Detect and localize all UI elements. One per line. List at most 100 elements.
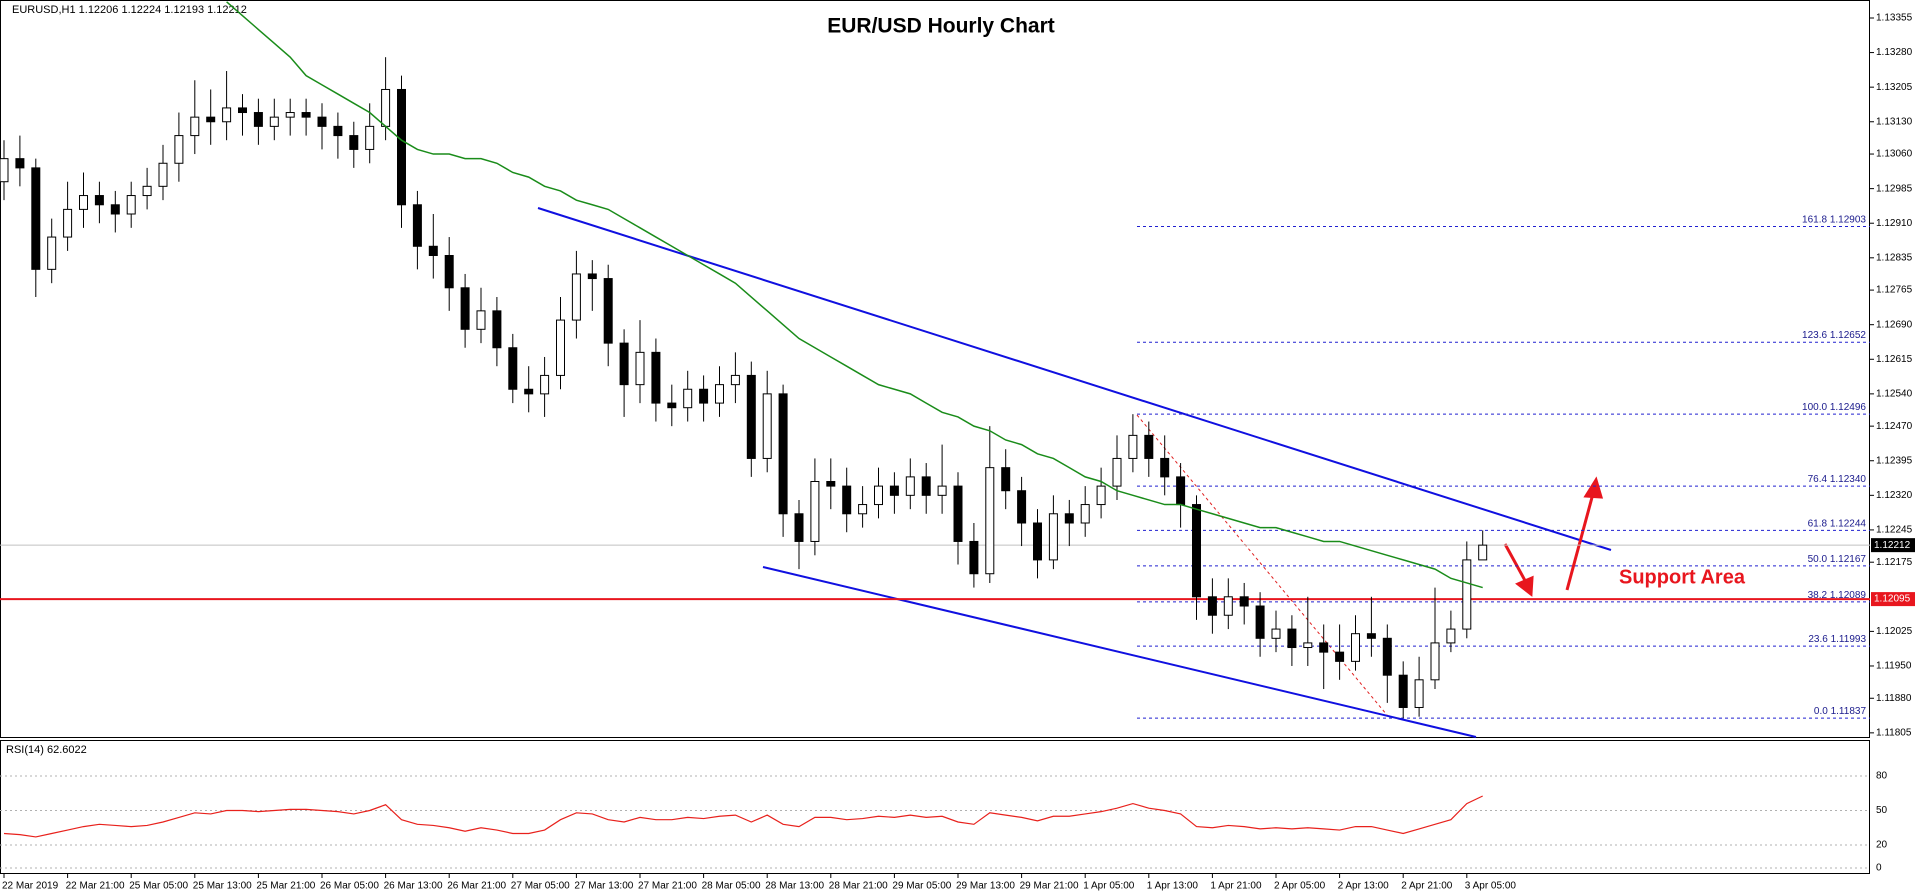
fib-label: 0.0 1.11837: [1814, 706, 1867, 717]
y-tick-label: 1.11880: [1876, 693, 1912, 704]
x-tick-label: 29 Mar 05:00: [892, 881, 951, 892]
y-tick-label: 1.11805: [1876, 727, 1912, 738]
candle-body: [301, 112, 311, 118]
rsi-tick-label: 0: [1876, 863, 1882, 874]
rsi-name: RSI(14): [6, 744, 44, 756]
candle-body: [1351, 633, 1360, 662]
y-tick-label: 1.13355: [1876, 13, 1913, 24]
x-tick-label: 26 Mar 21:00: [447, 881, 506, 892]
last-price-label: 1.12212: [1874, 540, 1911, 551]
candle-body: [1033, 522, 1042, 561]
x-tick-label: 1 Apr 21:00: [1210, 881, 1262, 892]
candle-body: [317, 116, 327, 127]
candle-body: [397, 88, 406, 206]
fib-price: 1.12903: [1830, 214, 1867, 225]
candle-body: [762, 393, 772, 459]
candle-body: [1064, 513, 1074, 524]
candle-body: [1223, 596, 1233, 616]
candle-body: [953, 485, 963, 542]
candle-body: [1398, 674, 1408, 708]
main-pane-border: [0, 0, 1870, 738]
support-label: 1.12095: [1874, 594, 1911, 605]
y-tick-label: 1.11950: [1876, 661, 1912, 672]
fib-ratio: 50.0: [1808, 554, 1828, 565]
candle-body: [142, 185, 152, 197]
fib-price: 1.11993: [1831, 634, 1867, 645]
candle-body: [222, 107, 232, 123]
candle-body: [444, 255, 454, 289]
candle-body: [778, 393, 788, 515]
candle-body: [190, 116, 200, 137]
y-tick-label: 1.12395: [1876, 455, 1913, 466]
candle-body: [603, 278, 613, 344]
candle-body: [1048, 513, 1058, 561]
candle-body: [1176, 476, 1186, 506]
moving-average: [226, 1, 1483, 589]
x-tick-label: 22 Mar 2019: [2, 881, 59, 892]
candle-body: [349, 135, 359, 150]
y-tick-label: 1.12320: [1876, 490, 1913, 501]
fib-ratio: 123.6: [1802, 330, 1827, 341]
candle-body: [587, 273, 597, 280]
x-tick-label: 25 Mar 21:00: [256, 881, 315, 892]
candle-body: [635, 351, 645, 386]
candle-body: [715, 384, 724, 404]
candle-body: [1303, 642, 1313, 649]
channel-upper: [537, 207, 1612, 551]
candle-body: [428, 245, 438, 257]
fib-price: 1.12652: [1830, 330, 1867, 341]
x-tick-label: 26 Mar 13:00: [384, 881, 443, 892]
candle-body: [1382, 637, 1392, 676]
fib-label: 38.2 1.12089: [1808, 590, 1867, 601]
y-tick-label: 1.12540: [1876, 389, 1913, 400]
rsi-line: [3, 795, 1483, 838]
candle-body: [158, 162, 168, 187]
fib-ratio: 61.8: [1808, 518, 1828, 529]
candle-body: [1144, 434, 1154, 459]
candle-body: [730, 374, 740, 386]
candle-body: [1335, 651, 1345, 662]
fib-trend: [1136, 414, 1388, 716]
candle-body: [238, 107, 247, 114]
candle-body: [1080, 504, 1090, 524]
x-tick-label: 29 Mar 13:00: [956, 881, 1015, 892]
candle-body: [746, 374, 756, 459]
candle-body: [874, 485, 883, 506]
y-tick-label: 1.13060: [1876, 149, 1913, 160]
candle-body: [1446, 628, 1456, 644]
y-tick-label: 1.12690: [1876, 319, 1913, 330]
candle-body: [31, 167, 41, 270]
candle-body: [1001, 467, 1011, 492]
x-tick-label: 29 Mar 21:00: [1020, 881, 1079, 892]
candle-body: [174, 135, 184, 164]
candle-body: [94, 195, 104, 206]
candle-body: [937, 485, 947, 496]
candle-body: [1478, 544, 1488, 561]
fib-ratio: 100.0: [1802, 402, 1827, 413]
rsi-tick-label: 80: [1876, 771, 1888, 782]
candle-body: [524, 388, 534, 395]
candle-body: [1271, 628, 1281, 639]
candle-body: [381, 88, 391, 127]
y-tick-label: 1.12765: [1876, 285, 1913, 296]
fib-price: 1.12496: [1830, 402, 1867, 413]
x-tick-label: 26 Mar 05:00: [320, 881, 379, 892]
candle-body: [47, 236, 57, 270]
chart-title: EUR/USD Hourly Chart: [827, 15, 1055, 38]
fib-price: 1.12244: [1830, 518, 1867, 529]
candle-body: [1239, 596, 1249, 607]
x-tick-label: 2 Apr 05:00: [1274, 881, 1326, 892]
y-tick-label: 1.12245: [1876, 525, 1913, 536]
candle-body: [810, 480, 820, 542]
fib-price: 1.12089: [1830, 590, 1867, 601]
last-price-box: [1871, 538, 1915, 553]
candle-body: [667, 402, 677, 409]
rsi-tick-label: 20: [1876, 840, 1888, 851]
fib-ratio: 161.8: [1802, 214, 1827, 225]
candle-body: [1287, 628, 1297, 649]
candle-body: [285, 112, 295, 118]
fib-price: 1.11837: [1831, 706, 1867, 717]
x-tick-label: 27 Mar 05:00: [511, 881, 570, 892]
candle-body: [985, 467, 995, 575]
